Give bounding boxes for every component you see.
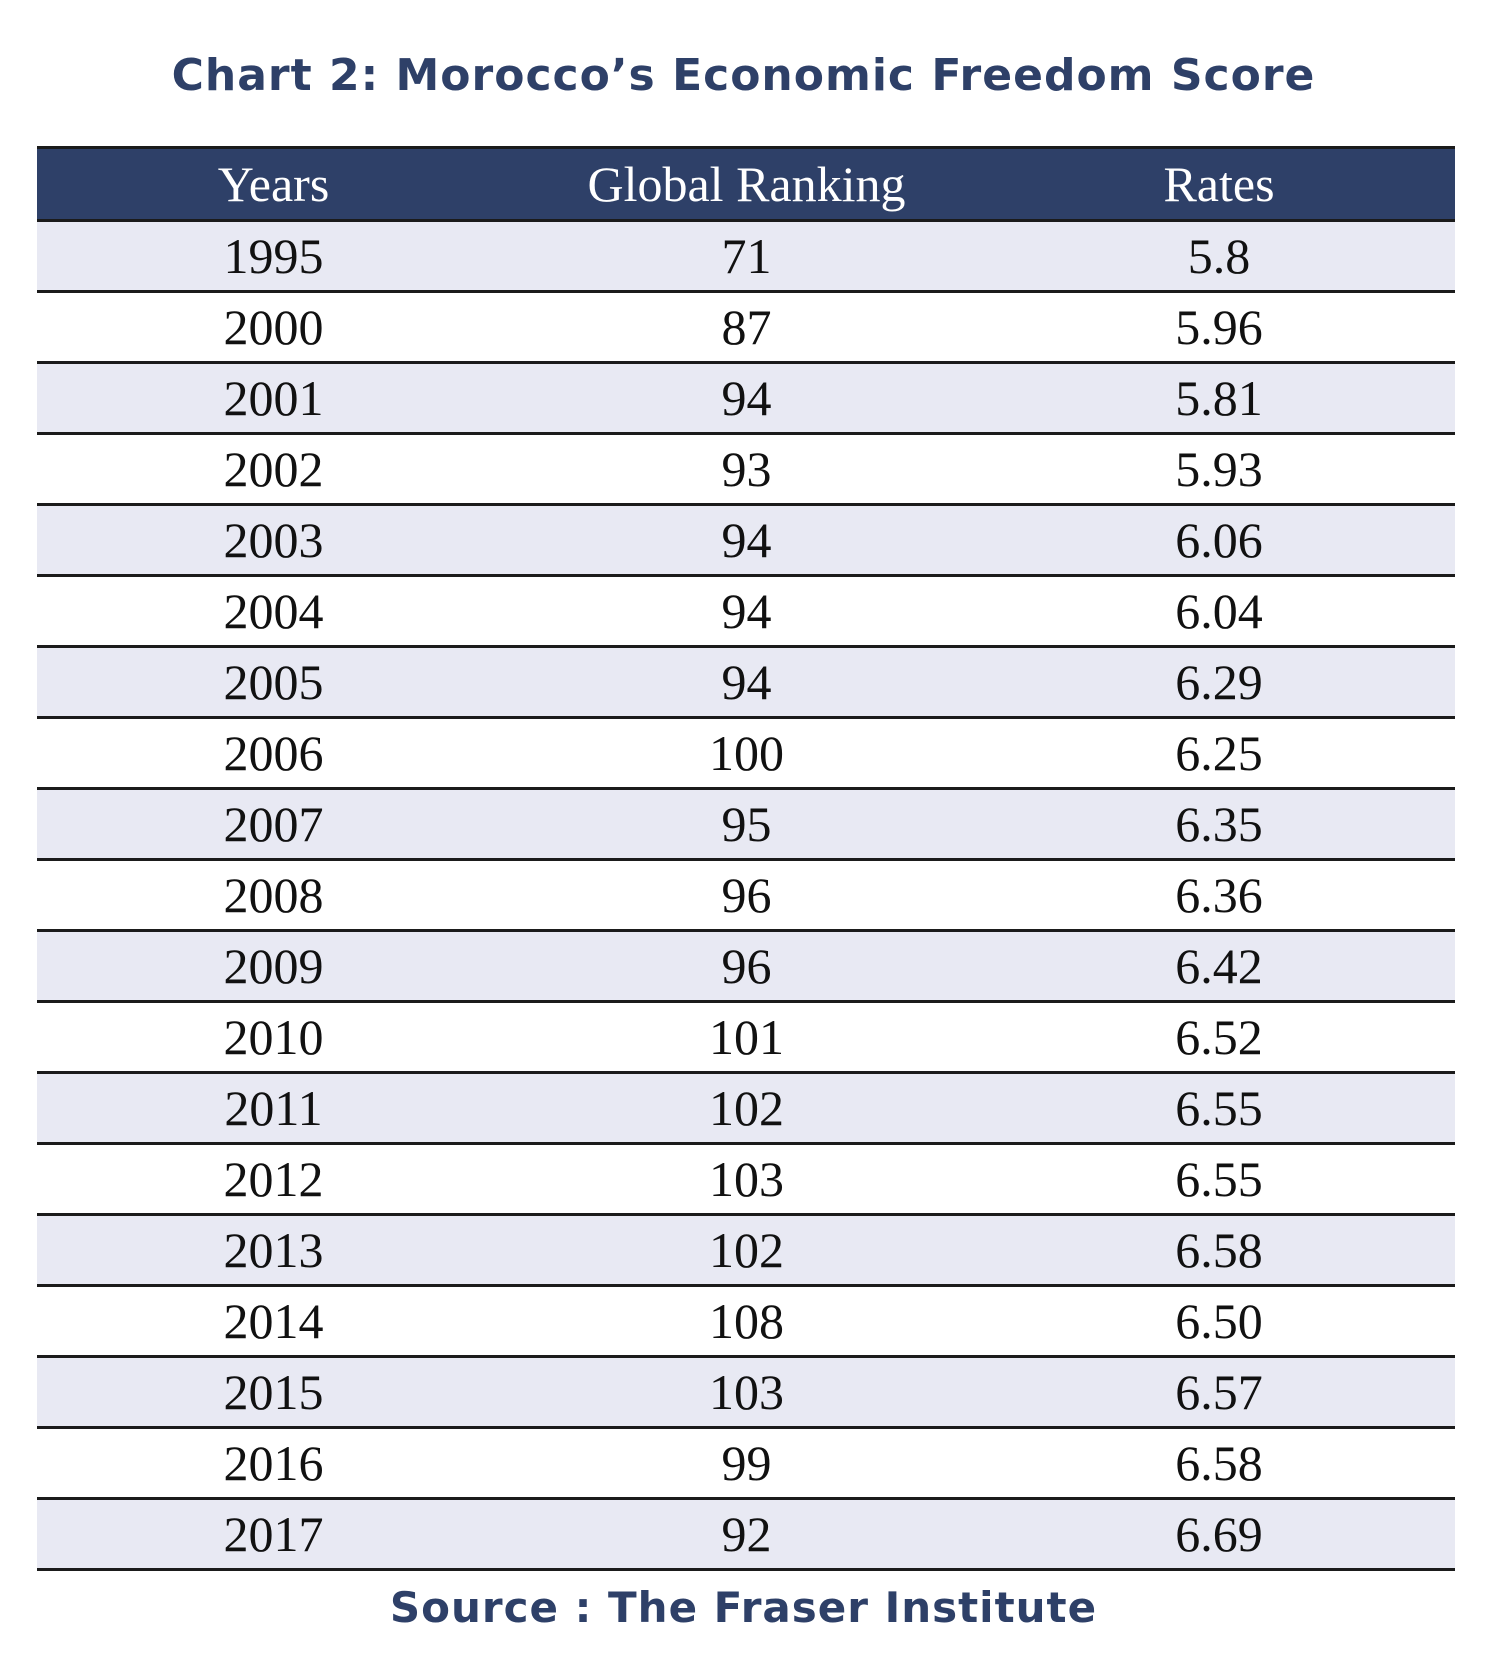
- cell-year: 2015: [37, 1356, 510, 1429]
- column-header-global-ranking: Global Ranking: [510, 146, 983, 222]
- cell-rate: 6.04: [983, 575, 1455, 648]
- cell-global-ranking: 102: [510, 1214, 983, 1287]
- cell-year: 2010: [37, 1001, 510, 1074]
- cell-rate: 6.42: [983, 930, 1455, 1003]
- cell-year: 2000: [37, 291, 510, 364]
- table-row: 2011 102 6.55: [37, 1072, 1455, 1145]
- cell-year: 2007: [37, 788, 510, 861]
- cell-year: 2008: [37, 859, 510, 932]
- cell-rate: 5.81: [983, 362, 1455, 435]
- cell-rate: 5.8: [983, 220, 1455, 293]
- table-row: 2017 92 6.69: [37, 1498, 1455, 1571]
- cell-global-ranking: 94: [510, 575, 983, 648]
- cell-year: 2009: [37, 930, 510, 1003]
- table-row: 2015 103 6.57: [37, 1356, 1455, 1429]
- cell-global-ranking: 99: [510, 1427, 983, 1500]
- cell-rate: 6.69: [983, 1498, 1455, 1571]
- cell-year: 2001: [37, 362, 510, 435]
- cell-global-ranking: 101: [510, 1001, 983, 1074]
- cell-rate: 6.52: [983, 1001, 1455, 1074]
- freedom-score-table: Years Global Ranking Rates 1995 71 5.8 2000…: [37, 146, 1455, 1571]
- cell-rate: 5.96: [983, 291, 1455, 364]
- cell-year: 2002: [37, 433, 510, 506]
- cell-global-ranking: 87: [510, 291, 983, 364]
- column-header-rates: Rates: [983, 146, 1455, 222]
- cell-year: 2017: [37, 1498, 510, 1571]
- cell-rate: 6.55: [983, 1143, 1455, 1216]
- table-row: 2007 95 6.35: [37, 788, 1455, 861]
- cell-global-ranking: 95: [510, 788, 983, 861]
- cell-year: 2012: [37, 1143, 510, 1216]
- cell-year: 2005: [37, 646, 510, 719]
- cell-year: 2006: [37, 717, 510, 790]
- cell-global-ranking: 96: [510, 930, 983, 1003]
- table-header-row: Years Global Ranking Rates: [37, 146, 1455, 222]
- cell-global-ranking: 92: [510, 1498, 983, 1571]
- cell-year: 1995: [37, 220, 510, 293]
- table-row: 2000 87 5.96: [37, 291, 1455, 364]
- cell-global-ranking: 100: [510, 717, 983, 790]
- table-row: 2008 96 6.36: [37, 859, 1455, 932]
- table-row: 2001 94 5.81: [37, 362, 1455, 435]
- cell-global-ranking: 93: [510, 433, 983, 506]
- cell-year: 2016: [37, 1427, 510, 1500]
- chart-title: Chart 2: Morocco’s Economic Freedom Scor…: [171, 50, 1316, 101]
- cell-year: 2011: [37, 1072, 510, 1145]
- cell-rate: 6.29: [983, 646, 1455, 719]
- table-row: 2013 102 6.58: [37, 1214, 1455, 1287]
- cell-global-ranking: 94: [510, 362, 983, 435]
- cell-rate: 6.58: [983, 1427, 1455, 1500]
- cell-rate: 6.50: [983, 1285, 1455, 1358]
- cell-year: 2014: [37, 1285, 510, 1358]
- cell-global-ranking: 108: [510, 1285, 983, 1358]
- source-note: Source : The Fraser Institute: [389, 1583, 1098, 1632]
- cell-global-ranking: 103: [510, 1143, 983, 1216]
- cell-global-ranking: 94: [510, 504, 983, 577]
- table-body: 1995 71 5.8 2000 87 5.96 2001 94 5.81 2002 93 5.93 2…: [37, 220, 1455, 1571]
- cell-year: 2013: [37, 1214, 510, 1287]
- table-row: 2005 94 6.29: [37, 646, 1455, 719]
- cell-rate: 6.36: [983, 859, 1455, 932]
- cell-global-ranking: 96: [510, 859, 983, 932]
- table-row: 2009 96 6.42: [37, 930, 1455, 1003]
- table-row: 1995 71 5.8: [37, 220, 1455, 293]
- cell-global-ranking: 71: [510, 220, 983, 293]
- table-row: 2002 93 5.93: [37, 433, 1455, 506]
- table-row: 2016 99 6.58: [37, 1427, 1455, 1500]
- cell-global-ranking: 103: [510, 1356, 983, 1429]
- table-row: 2010 101 6.52: [37, 1001, 1455, 1074]
- cell-rate: 5.93: [983, 433, 1455, 506]
- cell-global-ranking: 94: [510, 646, 983, 719]
- cell-year: 2004: [37, 575, 510, 648]
- table-row: 2003 94 6.06: [37, 504, 1455, 577]
- cell-rate: 6.58: [983, 1214, 1455, 1287]
- cell-rate: 6.25: [983, 717, 1455, 790]
- cell-rate: 6.35: [983, 788, 1455, 861]
- cell-global-ranking: 102: [510, 1072, 983, 1145]
- cell-rate: 6.57: [983, 1356, 1455, 1429]
- column-header-years: Years: [37, 146, 510, 222]
- table-row: 2004 94 6.04: [37, 575, 1455, 648]
- table-row: 2014 108 6.50: [37, 1285, 1455, 1358]
- table-row: 2012 103 6.55: [37, 1143, 1455, 1216]
- table-row: 2006 100 6.25: [37, 717, 1455, 790]
- cell-year: 2003: [37, 504, 510, 577]
- cell-rate: 6.06: [983, 504, 1455, 577]
- cell-rate: 6.55: [983, 1072, 1455, 1145]
